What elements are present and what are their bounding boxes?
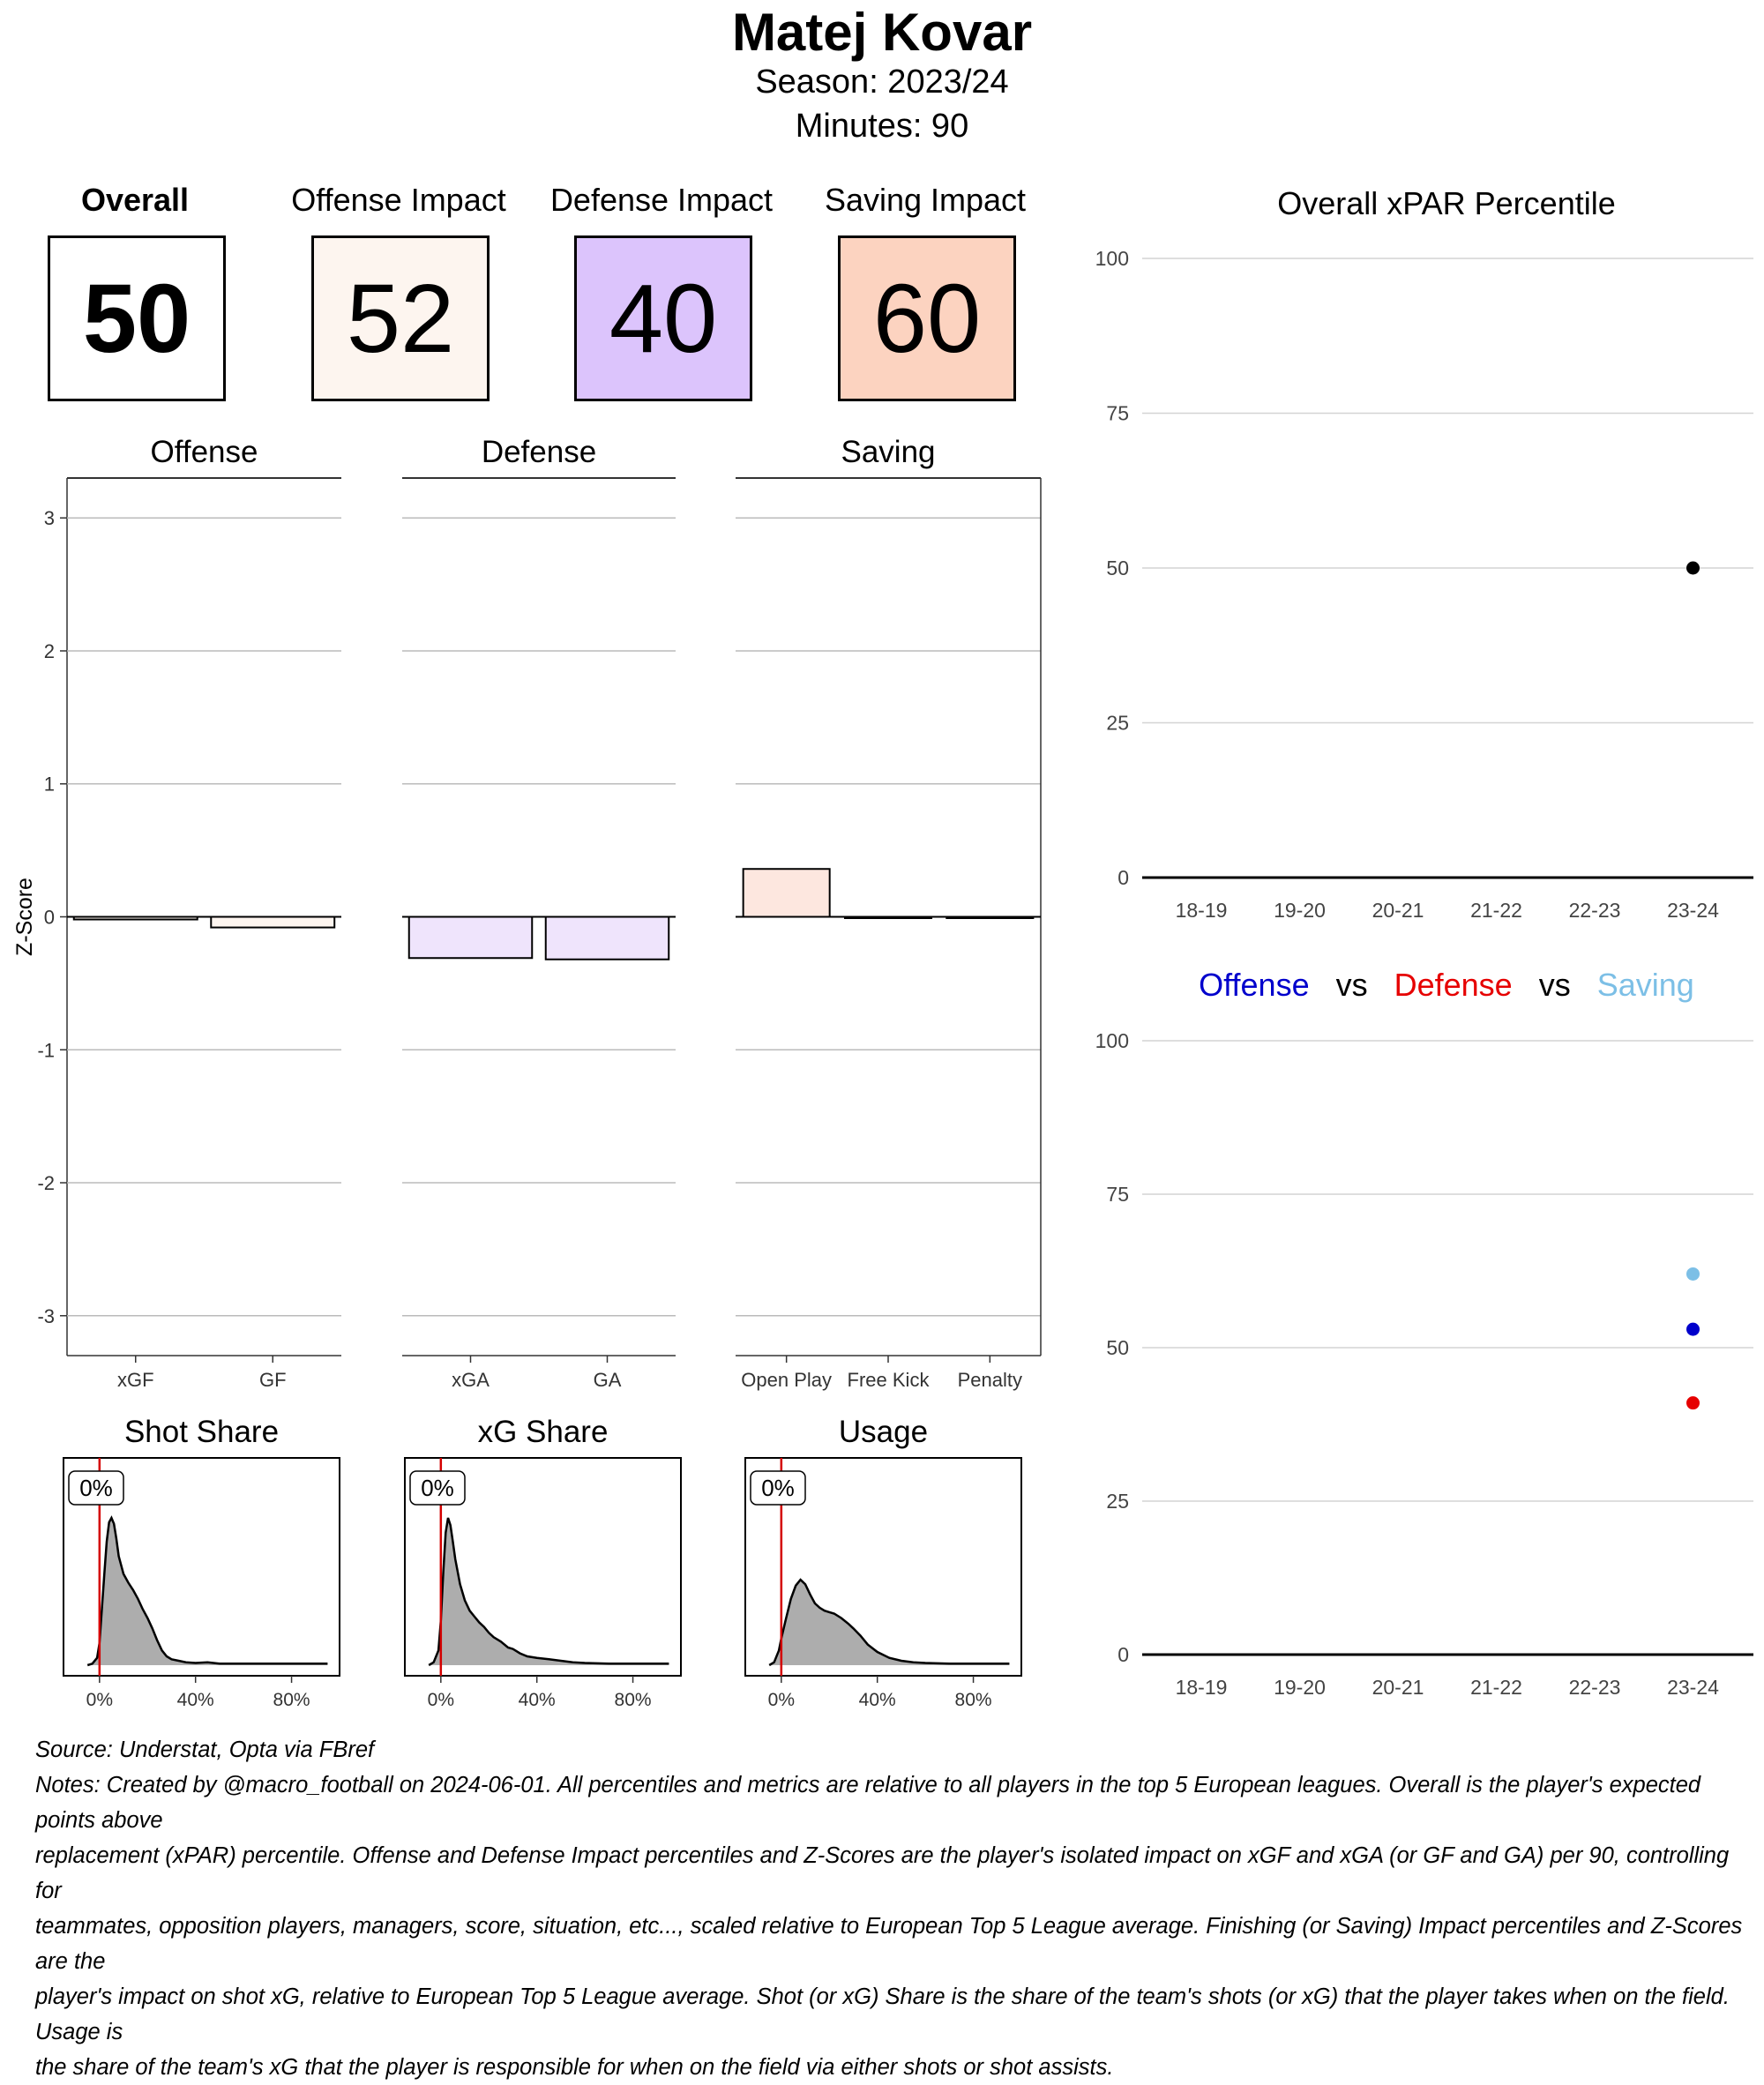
notes-line: the share of the team's xG that the play… (35, 2055, 1114, 2080)
season-x-tick: 18-19 (1176, 1676, 1228, 1699)
density-area (769, 1580, 1010, 1665)
panel-x-tick: xGA (452, 1369, 490, 1391)
density-curve (86, 1515, 328, 1667)
card-defense-label: Defense Impact (549, 182, 774, 218)
percentile-y-tick: 0 (1117, 866, 1129, 889)
panel-x-tick: Free Kick (848, 1369, 931, 1391)
density-x-tick: 0% (428, 1690, 454, 1710)
percentile-y-tick: 50 (1106, 1336, 1129, 1359)
minutes-label: Minutes: 90 (795, 108, 969, 145)
player-marker-label: 0% (421, 1475, 454, 1501)
notes-line: replacement (xPAR) percentile. Offense a… (35, 1843, 1730, 1903)
density-x-tick: 80% (273, 1690, 310, 1710)
panel-x-tick: Open Play (741, 1369, 832, 1391)
zscore-y-tick: -3 (37, 1305, 55, 1327)
point-defense (1686, 1396, 1700, 1410)
player-marker-label: 0% (761, 1475, 795, 1501)
comparison-title-part: Defense (1368, 967, 1513, 1003)
panel-title-saving: Saving (841, 435, 935, 469)
panel-title-offense: Offense (151, 435, 258, 469)
density-x-tick: 40% (177, 1690, 214, 1710)
charts-canvas: Z-Score 3 2 1 0 -1 -2 -3 Offense xGF GF Defense xGA G… (12, 185, 1753, 1710)
player-marker-label-box (750, 1470, 806, 1506)
percentile-y-tick: 100 (1095, 247, 1129, 270)
comparison-title-part: vs (1513, 967, 1571, 1003)
density-title: Shot Share (124, 1415, 279, 1449)
season-x-tick: 20-21 (1372, 1676, 1424, 1699)
percentile-y-tick: 100 (1095, 1029, 1129, 1052)
player-marker-label: 0% (79, 1475, 113, 1501)
season-x-tick: 20-21 (1372, 899, 1424, 922)
card-defense-value: 40 (574, 235, 752, 401)
zscore-y-tick: -1 (37, 1039, 55, 1061)
panel-x-tick: GA (594, 1369, 622, 1391)
percentile-y-tick: 0 (1117, 1643, 1129, 1666)
bar-ga (544, 915, 670, 960)
source-text: Source: Understat, Opta via FBref (35, 1738, 375, 1762)
season-x-tick: 18-19 (1176, 899, 1228, 922)
season-x-tick: 23-24 (1667, 899, 1719, 922)
percentile-y-tick: 75 (1106, 1183, 1129, 1206)
season-label: Season: 2023/24 (755, 64, 1009, 101)
player-marker-label-box (68, 1470, 124, 1506)
zscore-y-tick: 2 (44, 640, 55, 662)
density-title: Usage (839, 1415, 928, 1449)
overall-percentile-title: Overall xPAR Percentile (1277, 185, 1615, 221)
card-offense-label: Offense Impact (291, 182, 506, 218)
percentile-y-tick: 75 (1106, 402, 1129, 425)
zscore-y-tick: 3 (44, 507, 55, 529)
percentile-y-tick: 25 (1106, 1490, 1129, 1513)
season-x-tick: 19-20 (1274, 1676, 1326, 1699)
comparison-title-part: vs (1310, 967, 1368, 1003)
density-x-tick: 40% (519, 1690, 556, 1710)
density-x-tick: 0% (86, 1690, 113, 1710)
card-saving-label: Saving Impact (824, 182, 1027, 218)
bar-xga (407, 915, 534, 960)
density-area (87, 1518, 328, 1665)
percentile-y-tick: 25 (1106, 712, 1129, 735)
comparison-title: Offense vs Defense vs Saving (1199, 967, 1694, 1003)
card-overall-value: 50 (48, 235, 226, 401)
panel-x-tick: GF (259, 1369, 287, 1391)
zscore-axis-title: Z-Score (12, 878, 37, 956)
density-title: xG Share (478, 1415, 609, 1449)
season-x-tick: 22-23 (1569, 899, 1621, 922)
season-x-tick: 21-22 (1470, 1676, 1522, 1699)
density-x-tick: 80% (615, 1690, 652, 1710)
season-x-tick: 22-23 (1569, 1676, 1621, 1699)
comparison-title-part: Saving (1571, 967, 1694, 1003)
density-area (429, 1518, 669, 1665)
player-marker-label-box (409, 1470, 466, 1506)
density-x-tick: 0% (768, 1690, 795, 1710)
season-x-tick: 19-20 (1274, 899, 1326, 922)
panel-title-defense: Defense (482, 435, 596, 469)
panel-x-tick: xGF (117, 1369, 154, 1391)
comparison-title-part: Offense (1199, 967, 1309, 1003)
bar-open-play (742, 868, 831, 918)
density-curve (768, 1578, 1010, 1667)
density-x-tick: 80% (955, 1690, 992, 1710)
zscore-y-tick: 0 (44, 907, 55, 929)
card-offense-value: 52 (311, 235, 490, 401)
percentile-y-tick: 50 (1106, 557, 1129, 579)
point-overall (1686, 561, 1700, 575)
player-name: Matej Kovar (731, 3, 1033, 62)
panel-x-tick: Penalty (958, 1369, 1022, 1391)
zscore-y-tick: -2 (37, 1172, 55, 1194)
density-curve (428, 1517, 669, 1667)
zscore-y-tick: 1 (44, 773, 55, 796)
density-x-tick: 40% (859, 1690, 896, 1710)
card-overall-label: Overall (80, 182, 190, 218)
point-saving (1686, 1267, 1700, 1281)
season-x-tick: 23-24 (1667, 1676, 1719, 1699)
point-offense (1686, 1322, 1700, 1336)
bar-gf (210, 915, 336, 929)
card-saving-value: 60 (838, 235, 1016, 401)
notes-line: player's impact on shot xG, relative to … (35, 1984, 1730, 2044)
footer: Source: Understat, Opta via FBref Notes:… (35, 1732, 1746, 2085)
season-x-tick: 21-22 (1470, 899, 1522, 922)
notes-line: Notes: Created by @macro_football on 202… (35, 1773, 1701, 1833)
notes-line: teammates, opposition players, managers,… (35, 1914, 1743, 1974)
